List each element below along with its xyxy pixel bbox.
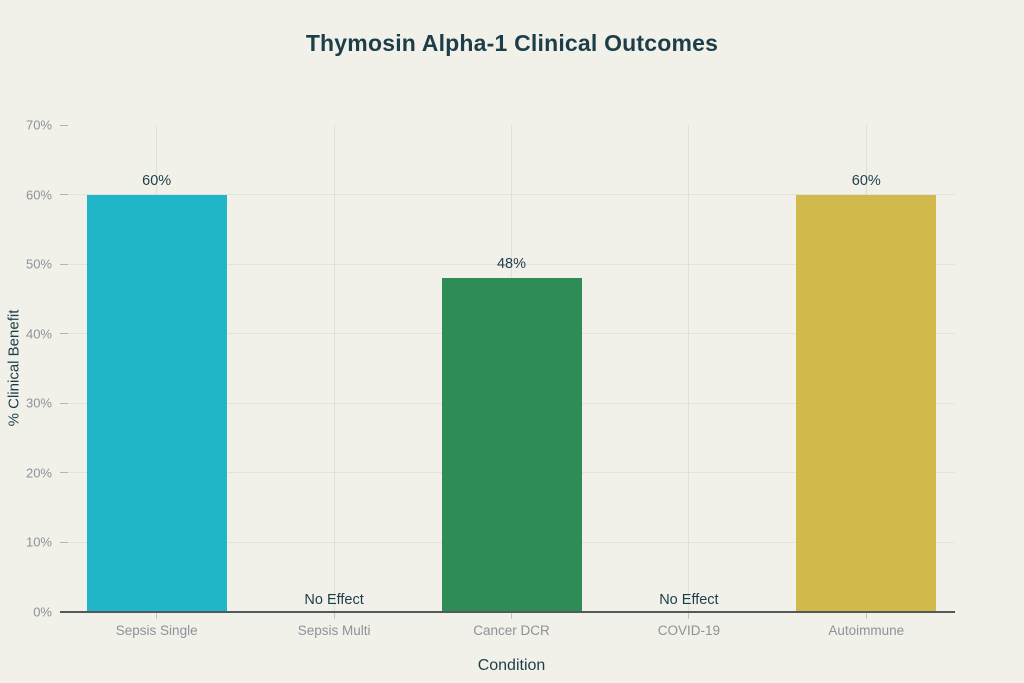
y-tick-label: 20%: [25, 465, 52, 481]
x-axis-title: Condition: [477, 657, 546, 674]
y-tick-label: 0%: [33, 604, 52, 620]
chart-title: Thymosin Alpha-1 Clinical Outcomes: [305, 30, 719, 56]
bar-cancer-dcr: [441, 278, 582, 612]
no-effect-label: No Effect: [659, 592, 719, 608]
y-axis-tick: [60, 402, 68, 404]
no-effect-label: No Effect: [304, 592, 364, 608]
v-gridline: [333, 125, 335, 612]
x-tick-label: Cancer DCR: [473, 623, 550, 638]
x-tick-label: Sepsis Multi: [297, 623, 371, 638]
y-tick-label: 70%: [25, 117, 52, 133]
x-tick-label: COVID-19: [657, 623, 721, 638]
v-gridline: [688, 125, 690, 612]
x-axis-tick: [156, 613, 158, 619]
y-axis-tick: [60, 124, 68, 126]
plot-area: 0% 10% 20% 30% 40% 50% 60% 70% Sepsis Single 60% S…: [26, 118, 955, 638]
y-axis-tick: [60, 541, 68, 543]
bar-value-label: 60%: [851, 172, 881, 189]
x-tick-label: Sepsis Single: [115, 623, 198, 638]
y-tick-label: 60%: [25, 187, 52, 203]
y-tick-label: 40%: [25, 326, 52, 342]
x-axis-tick: [688, 613, 690, 619]
y-axis-tick: [60, 472, 68, 474]
bar-sepsis-single: [86, 194, 227, 612]
x-tick-label: Autoimmune: [828, 623, 905, 638]
y-axis-title: % Clinical Benefit: [5, 309, 23, 427]
y-tick-label: 10%: [25, 534, 52, 550]
y-tick-label: 30%: [25, 395, 52, 411]
bar-value-label: 60%: [142, 172, 172, 189]
x-axis-tick: [333, 613, 335, 619]
bar-autoimmune: [796, 194, 937, 612]
y-axis-tick: [60, 333, 68, 335]
x-axis-tick: [865, 613, 867, 619]
x-axis-line: [60, 611, 955, 613]
y-axis-tick: [60, 194, 68, 196]
bar-value-label: 48%: [496, 256, 527, 273]
y-tick-label: 50%: [25, 256, 52, 272]
y-axis-tick: [60, 263, 68, 265]
x-axis-tick: [511, 613, 512, 619]
